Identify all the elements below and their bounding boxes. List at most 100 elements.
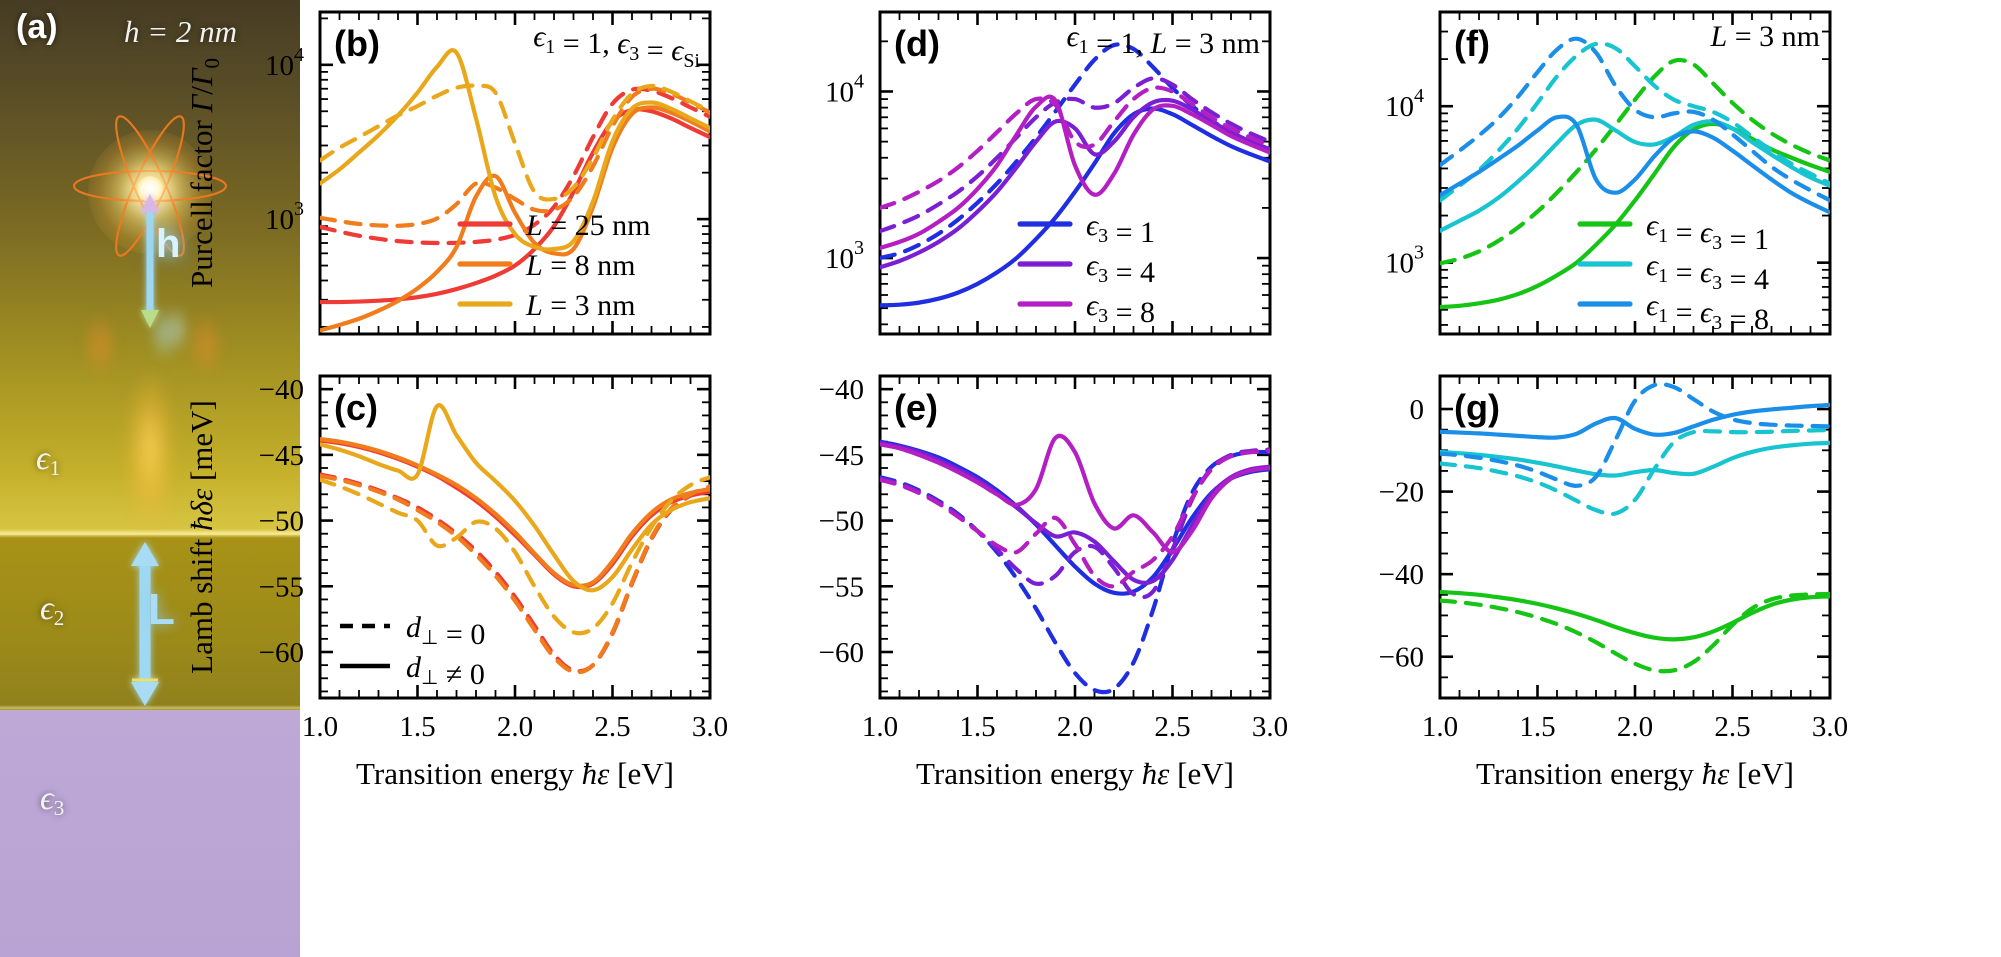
y-tick-label: −60 [819, 637, 864, 669]
legend-label: ϵ3 = 8 [1086, 289, 1155, 329]
panel-f: 103 104 (f) L = 3 nm ϵ1 = ϵ3 = 1ϵ1 = ϵ3 = 4ϵ… [1385, 10, 1832, 336]
curve [320, 473, 710, 675]
y-axis-title-purcell: Purcell factor Γ/Γ0 [184, 58, 224, 288]
legend-label: ϵ1 = ϵ3 = 1 [1646, 209, 1769, 256]
curve [880, 433, 1270, 555]
y-tick-label: −40 [819, 374, 864, 406]
panel-g-label: (g) [1454, 387, 1500, 428]
legend-label: L = 25 nm [525, 209, 650, 242]
panel-a-schematic: (a) h = 2 nm h L ϵ1 ϵ2 ϵ3 [0, 0, 300, 957]
x-axis-title: Transition energy ħε [eV] [916, 756, 1234, 791]
legend-label: ϵ1 = ϵ3 = 8 [1646, 289, 1769, 336]
interface-2-3 [0, 705, 300, 711]
curve [1440, 57, 1830, 266]
legend-label: ϵ3 = 1 [1086, 209, 1155, 249]
curve [320, 475, 710, 636]
y-tick-label: −20 [1379, 477, 1424, 509]
arrow-L-icon [131, 542, 159, 706]
panel-c: 1.0 1.5 2.0 2.5 3.0 −40 −45 −50 −55 −60 (c) d⊥ = 0d… [259, 374, 728, 743]
curve [320, 105, 710, 333]
y-tick-label: 0 [1410, 394, 1425, 426]
panel-g: 1.0 1.5 2.0 2.5 3.0 0 −20 −40 −60 (g) [1379, 374, 1848, 743]
legend-label: ϵ3 = 4 [1086, 249, 1155, 289]
reflection-beam [96, 300, 204, 530]
y-tick-label: −55 [259, 571, 304, 603]
x-tick-label: 3.0 [692, 711, 728, 743]
panel-condition-title: ϵ1 = 1, L = 3 nm [1067, 20, 1260, 60]
legend-label: d⊥ = 0 [406, 611, 485, 651]
y-tick-label: −50 [259, 506, 304, 538]
schematic-eps3-label: ϵ3 [40, 780, 65, 820]
curve [1440, 36, 1830, 203]
panel-d-label: (d) [894, 23, 940, 64]
panel-c-label: (c) [334, 387, 378, 428]
panel-f-label: (f) [1454, 23, 1490, 64]
curve [880, 76, 1270, 234]
panel-condition-title: L = 3 nm [1710, 20, 1820, 53]
legend-label: ϵ1 = ϵ3 = 4 [1646, 249, 1769, 296]
legend-label: L = 3 nm [525, 289, 635, 322]
y-tick-label: 104 [1385, 85, 1424, 123]
curve [320, 436, 710, 588]
plot-frame [878, 374, 1272, 700]
y-tick-label: −40 [1379, 559, 1424, 591]
curve [1440, 114, 1830, 215]
y-tick-label: 103 [825, 237, 864, 275]
x-tick-label: 2.0 [1617, 711, 1653, 743]
curve [1440, 591, 1830, 674]
panel-d: 103 104 (d) ϵ1 = 1, L = 3 nm ϵ3 = 1ϵ3 = 4ϵ3 … [825, 10, 1272, 336]
curve [320, 403, 710, 593]
y-tick-label: −45 [259, 440, 304, 472]
x-tick-label: 2.0 [497, 711, 533, 743]
y-tick-label: 103 [1385, 242, 1424, 280]
schematic-eps2-label: ϵ2 [40, 590, 65, 630]
panel-e-label: (e) [894, 387, 938, 428]
x-tick-label: 2.5 [1714, 711, 1750, 743]
curve [320, 107, 710, 305]
x-tick-label: 1.5 [1519, 711, 1555, 743]
y-tick-label: −50 [819, 506, 864, 538]
curve [320, 83, 710, 202]
y-axis-title-lambshift: Lamb shift ħδε [meV] [184, 400, 219, 674]
y-tick-label: −40 [259, 374, 304, 406]
curve [880, 440, 1270, 586]
x-tick-label: 2.5 [594, 711, 630, 743]
x-tick-label: 1.0 [302, 711, 338, 743]
x-tick-label: 1.5 [959, 711, 995, 743]
panel-b-label: (b) [334, 23, 380, 64]
x-tick-label: 1.0 [1422, 711, 1458, 743]
curve [880, 448, 1270, 589]
curve [880, 94, 1270, 251]
plot-frame [1438, 10, 1832, 336]
curve [880, 42, 1270, 261]
curve [880, 97, 1270, 270]
y-tick-label: −60 [259, 637, 304, 669]
schematic-L-arrow-label: L [148, 585, 175, 634]
arrow-h-icon [141, 194, 159, 328]
interface-1-2 [0, 529, 300, 538]
curve [880, 106, 1270, 308]
layer-eps3-region [0, 710, 300, 957]
x-tick-label: 1.0 [862, 711, 898, 743]
legend-label: L = 8 nm [525, 249, 635, 282]
schematic-height-label: h = 2 nm [124, 14, 238, 49]
x-tick-label: 3.0 [1812, 711, 1848, 743]
x-tick-label: 2.0 [1057, 711, 1093, 743]
y-tick-label: 104 [825, 70, 864, 108]
curve [320, 86, 710, 228]
x-tick-label: 1.5 [399, 711, 435, 743]
panel-condition-title: ϵ1 = 1, ϵ3 = ϵSi [533, 20, 700, 72]
plots-svg: 103 104 (b) ϵ1 = 1, ϵ3 = ϵSi L = 25 nm L = 8 … [184, 10, 1848, 791]
curve [1440, 440, 1830, 478]
curve [1440, 41, 1830, 203]
plot-grid: 103 104 (b) ϵ1 = 1, ϵ3 = ϵSi L = 25 nm L = 8 … [184, 0, 2001, 957]
curve [320, 48, 710, 252]
panel-e: 1.0 1.5 2.0 2.5 3.0 −40 −45 −50 −55 −60 (e) [819, 374, 1288, 743]
y-tick-label: −45 [819, 440, 864, 472]
curve [880, 449, 1270, 695]
x-tick-label: 2.5 [1154, 711, 1190, 743]
curve [1440, 589, 1830, 642]
x-axis-title: Transition energy ħε [eV] [1476, 756, 1794, 791]
